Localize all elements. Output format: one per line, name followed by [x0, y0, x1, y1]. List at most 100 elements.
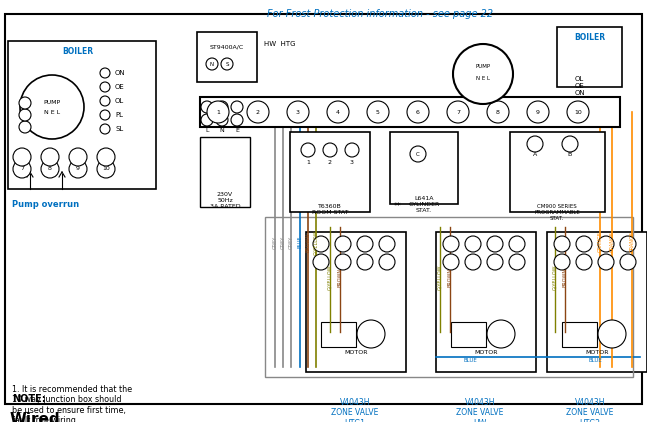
Text: ST9400A/C: ST9400A/C [210, 44, 244, 49]
Circle shape [620, 236, 636, 252]
Text: V4043H
ZONE VALVE
HW: V4043H ZONE VALVE HW [456, 398, 503, 422]
Text: 8: 8 [48, 167, 52, 171]
Bar [562, 322, 597, 347]
Text: 7: 7 [20, 167, 24, 171]
Circle shape [13, 148, 31, 166]
Circle shape [41, 148, 59, 166]
Circle shape [567, 101, 589, 123]
Circle shape [487, 101, 509, 123]
Bar [390, 132, 458, 204]
Circle shape [221, 58, 233, 70]
Text: ORANGE: ORANGE [609, 232, 615, 252]
Circle shape [620, 254, 636, 270]
Circle shape [465, 236, 481, 252]
Text: MOTOR: MOTOR [586, 349, 609, 354]
Text: G/YELLOW: G/YELLOW [437, 264, 443, 290]
Text: BROWN: BROWN [338, 268, 342, 287]
Circle shape [206, 58, 218, 70]
Circle shape [216, 101, 228, 113]
Text: 3: 3 [296, 109, 300, 114]
Circle shape [313, 254, 329, 270]
Text: L: L [205, 127, 209, 133]
Circle shape [407, 101, 429, 123]
Text: For Frost Protection information - see page 22: For Frost Protection information - see p… [267, 9, 493, 19]
Circle shape [100, 68, 110, 78]
Circle shape [554, 236, 570, 252]
Text: S: S [225, 62, 229, 67]
Bar [451, 322, 486, 347]
Text: 9: 9 [536, 109, 540, 114]
Circle shape [598, 320, 626, 348]
Circle shape [357, 320, 385, 348]
Circle shape [19, 97, 31, 109]
Text: CM900 SERIES
PROGRAMMABLE
STAT.: CM900 SERIES PROGRAMMABLE STAT. [534, 204, 580, 221]
Text: ORANGE: ORANGE [597, 232, 602, 252]
Circle shape [598, 254, 614, 270]
Text: GREY: GREY [289, 235, 294, 249]
Circle shape [301, 143, 315, 157]
Text: BROWN: BROWN [448, 268, 452, 287]
Text: E: E [235, 127, 239, 133]
Circle shape [410, 146, 426, 162]
Text: N: N [210, 62, 214, 67]
Circle shape [509, 236, 525, 252]
Text: Pump overrun: Pump overrun [12, 200, 79, 209]
Text: L641A
CYLINDER
STAT.: L641A CYLINDER STAT. [408, 196, 439, 213]
Circle shape [69, 148, 87, 166]
Circle shape [313, 236, 329, 252]
Text: 9: 9 [76, 167, 80, 171]
Circle shape [231, 101, 243, 113]
Circle shape [509, 254, 525, 270]
Circle shape [100, 124, 110, 134]
Circle shape [100, 82, 110, 92]
Text: A: A [533, 151, 537, 157]
Circle shape [367, 101, 389, 123]
Text: N E L: N E L [44, 109, 60, 114]
Text: 10: 10 [574, 109, 582, 114]
Text: BROWN: BROWN [305, 233, 311, 252]
Text: 4: 4 [336, 109, 340, 114]
Text: BLUE: BLUE [298, 236, 303, 248]
Text: MOTOR: MOTOR [474, 349, 498, 354]
Text: 1: 1 [216, 109, 220, 114]
Text: 7: 7 [456, 109, 460, 114]
Bar [8, 41, 156, 189]
Text: G/YELLOW: G/YELLOW [314, 229, 318, 255]
Circle shape [487, 320, 515, 348]
Bar [436, 232, 536, 372]
Text: V4043H
ZONE VALVE
HTG2: V4043H ZONE VALVE HTG2 [566, 398, 614, 422]
Circle shape [443, 254, 459, 270]
Text: 1: 1 [306, 160, 310, 165]
Bar [200, 97, 620, 127]
Text: 2: 2 [328, 160, 332, 165]
Bar [321, 322, 356, 347]
Text: OL
OE
ON: OL OE ON [575, 76, 586, 96]
Circle shape [20, 75, 84, 139]
Circle shape [41, 160, 59, 178]
Text: GREY: GREY [272, 235, 278, 249]
Circle shape [379, 236, 395, 252]
Text: 8: 8 [496, 109, 500, 114]
Circle shape [100, 96, 110, 106]
Text: OE: OE [115, 84, 125, 90]
Circle shape [554, 254, 570, 270]
Bar [197, 32, 257, 82]
Circle shape [443, 236, 459, 252]
Text: B: B [568, 151, 572, 157]
Circle shape [69, 160, 87, 178]
Text: MOTOR: MOTOR [344, 349, 367, 354]
Text: 3: 3 [350, 160, 354, 165]
Circle shape [323, 143, 337, 157]
Text: G/YELLOW: G/YELLOW [553, 264, 558, 290]
Text: N: N [219, 127, 225, 133]
Text: **: ** [394, 201, 402, 211]
Text: HW  HTG: HW HTG [264, 41, 296, 47]
Bar [306, 232, 406, 372]
Circle shape [97, 148, 115, 166]
Text: 6: 6 [416, 109, 420, 114]
Bar [510, 132, 605, 212]
Text: N E L: N E L [476, 76, 490, 81]
Circle shape [576, 236, 592, 252]
Text: PL: PL [115, 112, 123, 118]
Circle shape [97, 160, 115, 178]
